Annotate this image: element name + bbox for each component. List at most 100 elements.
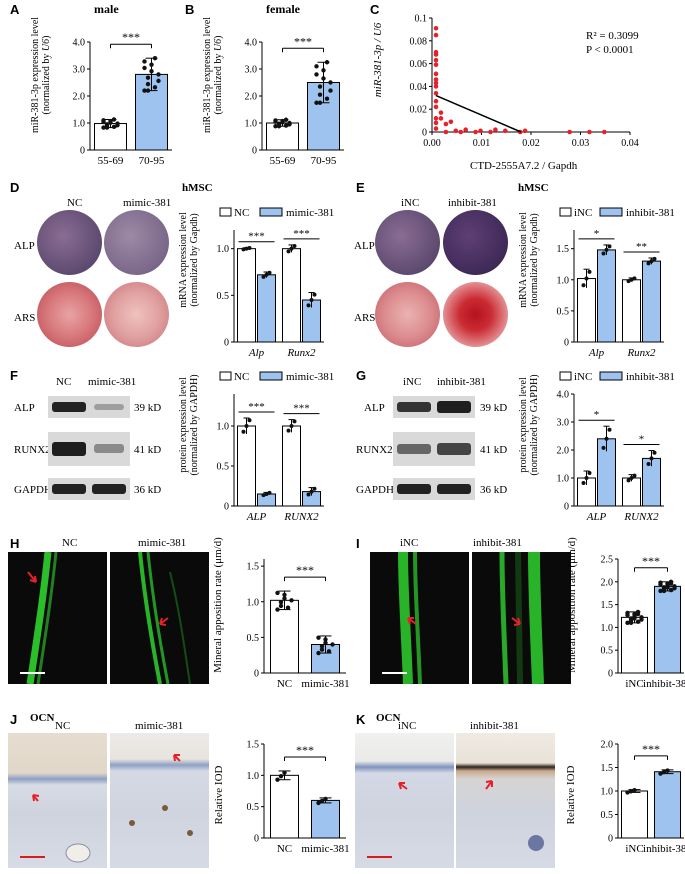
panel-f-kd2: 41 kD — [134, 444, 162, 456]
y-tick-label: 4.0 — [245, 38, 258, 49]
panel-i-col1: iNC — [400, 537, 419, 549]
bar — [654, 771, 681, 839]
panel-k-stain: OCN — [376, 712, 401, 724]
chart-b: 0 1.0 2.0 3.0 4.0 55-69 70-95 *** — [245, 34, 344, 167]
data-point — [282, 770, 287, 775]
data-point — [142, 59, 147, 64]
data-point — [646, 462, 651, 467]
panel-f-row1: ALP — [14, 402, 35, 414]
bar — [270, 774, 299, 839]
panel-e-head: hMSC — [518, 182, 549, 194]
y-tick-label: 1.0 — [245, 119, 258, 130]
panel-label-d: D — [10, 180, 20, 195]
legend-label-control: NC — [234, 207, 249, 219]
data-point — [264, 272, 269, 277]
data-point — [282, 592, 287, 597]
panel-label-h: H — [10, 536, 20, 551]
legend-label-control: NC — [234, 371, 249, 383]
data-point — [473, 129, 478, 135]
panel-e-row1: ALP — [354, 240, 375, 252]
data-point — [584, 276, 589, 281]
legend-label-control: iNC — [574, 371, 592, 383]
y-tick-label: 0 — [80, 146, 85, 157]
data-point — [287, 122, 292, 127]
y-tick-label: 0 — [254, 834, 259, 845]
data-point — [316, 650, 321, 656]
x-tick-label: 0.04 — [621, 138, 639, 149]
x-tick-label: NC — [277, 678, 292, 690]
x-tick-label: Alp — [588, 347, 605, 359]
y-tick-label: 4.0 — [73, 38, 86, 49]
sig-label: *** — [293, 228, 310, 240]
panel-j-col2: mimic-381 — [135, 720, 184, 732]
sig-label: *** — [293, 403, 310, 415]
panel-g-row3: GAPDH — [356, 484, 394, 496]
data-point — [316, 800, 321, 806]
y-tick-label: 0 — [564, 338, 569, 349]
x-tick-label: Runx2 — [626, 347, 656, 359]
data-point — [587, 470, 592, 475]
plate-alp-inhibit — [443, 210, 508, 275]
blot-f-alp — [48, 396, 130, 418]
y-tick-label: 1.5 — [601, 763, 614, 774]
panel-label-j: J — [10, 712, 18, 727]
panel-d-row1: ALP — [14, 240, 35, 252]
data-point — [247, 418, 252, 423]
data-point — [314, 72, 319, 77]
data-point — [145, 88, 151, 93]
panel-label-k: K — [356, 712, 366, 727]
panel-label-b: B — [185, 2, 195, 17]
y-tick-label: 1.0 — [247, 597, 260, 608]
data-point — [646, 261, 651, 266]
data-point — [145, 75, 151, 80]
y-tick-label: 4.0 — [557, 390, 570, 401]
y-tick-label: 0 — [608, 834, 613, 845]
data-point — [661, 588, 667, 594]
legend-swatch-control — [559, 207, 572, 217]
x-tick-label: ALP — [246, 511, 267, 523]
chart-j: 0 0.5 1.0 1.5 NC mimic-381 *** — [247, 740, 350, 856]
data-point — [323, 637, 328, 642]
x-tick-label: RUNX2 — [283, 511, 319, 523]
data-point — [321, 68, 326, 73]
data-point — [149, 62, 154, 67]
bar — [311, 799, 340, 839]
data-point — [658, 582, 663, 587]
y-tick-label: 0.02 — [410, 105, 428, 116]
panel-j-stain: OCN — [30, 712, 55, 724]
data-point — [463, 127, 468, 133]
bar — [237, 425, 256, 507]
y-tick-label: 1.0 — [247, 771, 260, 782]
y-tick-label: 0.1 — [415, 14, 428, 25]
y-tick-label: 0.06 — [410, 59, 428, 70]
blot-f-gapdh — [48, 478, 130, 500]
bar — [622, 279, 641, 343]
y-tick-label: 0 — [252, 146, 257, 157]
x-tick-label: Alp — [248, 347, 265, 359]
panel-h-col1: NC — [62, 537, 78, 549]
y-tick-label: 0 — [254, 669, 259, 680]
data-point — [314, 64, 319, 69]
panel-e-row2: ARS — [354, 312, 376, 324]
data-point — [267, 270, 272, 275]
y-tick-label: 0.04 — [410, 82, 428, 93]
data-point — [601, 445, 606, 450]
data-point — [289, 424, 294, 428]
legend-swatch-treated — [599, 207, 623, 217]
y-tick-label: 0.5 — [247, 633, 260, 644]
data-point — [267, 490, 272, 495]
legend-swatch-treated — [599, 371, 623, 381]
plate-ars-inc — [375, 282, 440, 347]
data-point — [328, 80, 333, 85]
data-point — [149, 68, 154, 74]
data-point — [625, 790, 630, 795]
legend-label-treated: mimic-381 — [286, 371, 334, 383]
bar — [621, 790, 648, 839]
sig-label: *** — [296, 743, 314, 757]
plate-ars-mimic — [104, 282, 169, 347]
x-tick-label: NC — [277, 843, 292, 855]
bar — [237, 248, 256, 343]
data-point — [658, 588, 663, 594]
data-point — [433, 120, 439, 126]
